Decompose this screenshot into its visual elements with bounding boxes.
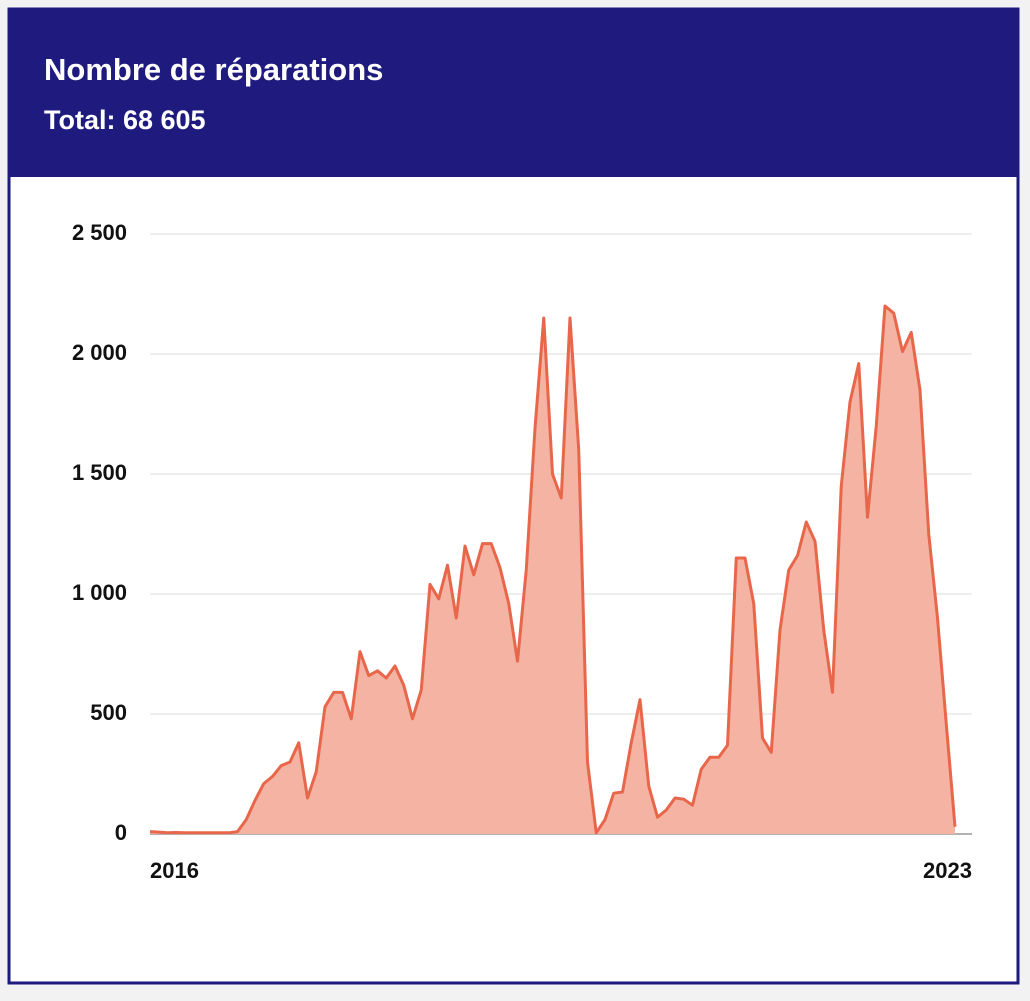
area	[150, 306, 955, 834]
line	[149, 304, 957, 835]
y-tick-label: 0	[115, 820, 127, 845]
x-tick-label: 2023	[923, 858, 972, 883]
y-tick-label: 500	[90, 700, 127, 725]
chart-subtitle: Total: 68 605	[44, 105, 206, 135]
card-header	[9, 9, 1018, 177]
y-tick-label: 1 500	[72, 460, 127, 485]
y-tick-label: 2 000	[72, 340, 127, 365]
x-tick-label: 2016	[150, 858, 199, 883]
chart-title: Nombre de réparations	[44, 52, 383, 87]
y-tick-label: 1 000	[72, 580, 127, 605]
y-tick-label: 2 500	[72, 220, 127, 245]
